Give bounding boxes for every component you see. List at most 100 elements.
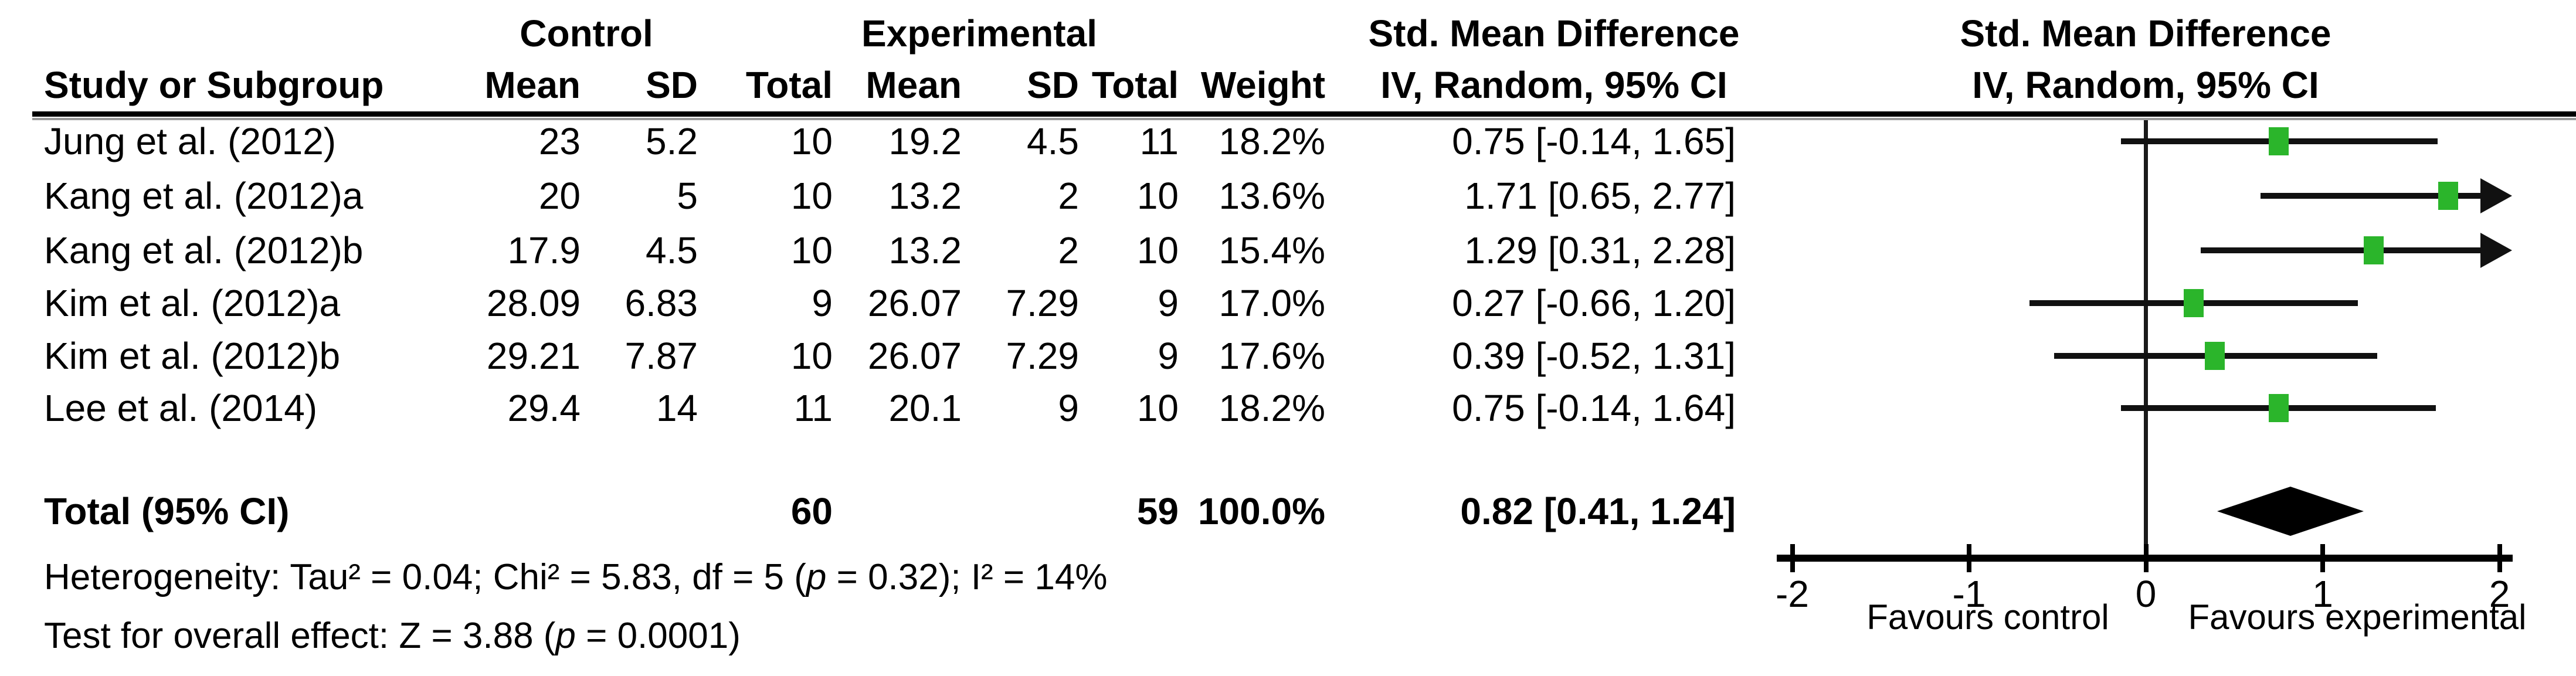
row-3-total_e: 9 xyxy=(1158,282,1179,324)
row-1-total_e: 10 xyxy=(1136,175,1179,217)
header-rule-shadow xyxy=(32,118,2576,120)
row-0-sd_c: 5.2 xyxy=(646,120,698,162)
row-3-mean_e: 26.07 xyxy=(867,282,962,324)
tick-mark xyxy=(2320,544,2325,572)
row-5-sd_c: 14 xyxy=(656,387,698,429)
row-4-sd_e: 7.29 xyxy=(1006,335,1079,377)
group-header-smd-right: Std. Mean Difference xyxy=(1960,12,2331,55)
row-0-total_e: 11 xyxy=(1139,120,1179,162)
total-row-total-control: 60 xyxy=(790,490,833,532)
tick-mark xyxy=(2497,544,2502,572)
row-1-weight: 13.6% xyxy=(1219,175,1325,217)
row-2-total_e: 10 xyxy=(1136,229,1179,271)
row-4-study: Kim et al. (2012)b xyxy=(44,335,341,377)
row-0-total_c: 10 xyxy=(790,120,833,162)
row-2-sd_e: 2 xyxy=(1058,229,1079,271)
total-row-weight: 100.0% xyxy=(1197,490,1325,532)
row-4-mean_c: 29.21 xyxy=(486,335,581,377)
row-1-sd_c: 5 xyxy=(677,175,698,217)
group-header-smd-left: Std. Mean Difference xyxy=(1368,12,1740,55)
row-5-study: Lee et al. (2014) xyxy=(44,387,318,429)
row-1-mean_c: 20 xyxy=(538,175,581,217)
tick-mark xyxy=(1790,544,1795,572)
row-1-mean_e: 13.2 xyxy=(888,175,962,217)
ci-line xyxy=(2261,193,2482,199)
row-3-study: Kim et al. (2012)a xyxy=(44,282,341,324)
tick-mark xyxy=(2143,544,2149,572)
effect-square xyxy=(2438,182,2459,210)
row-3-mean_c: 28.09 xyxy=(486,282,581,324)
row-0-sd_e: 4.5 xyxy=(1027,120,1079,162)
row-5-total_e: 10 xyxy=(1136,387,1179,429)
overall-effect-text-pre: Test for overall effect: Z = 3.88 ( xyxy=(44,616,556,656)
effect-square xyxy=(2268,127,2289,155)
ci-line xyxy=(2200,247,2482,253)
col-header-mean-experimental: Mean xyxy=(866,64,962,106)
zero-effect-line xyxy=(2144,120,2148,562)
row-5-mean_e: 20.1 xyxy=(888,387,962,429)
effect-square xyxy=(2268,394,2289,422)
group-header-experimental: Experimental xyxy=(861,12,1097,55)
row-2-mean_c: 17.9 xyxy=(507,229,581,271)
heterogeneity-text-pre: Heterogeneity: Tau² = 0.04; Chi² = 5.83,… xyxy=(44,557,806,597)
row-5-sd_e: 9 xyxy=(1058,387,1079,429)
row-2-study: Kang et al. (2012)b xyxy=(44,229,364,271)
row-0-mean_e: 19.2 xyxy=(888,120,962,162)
row-0-ci: 0.75 [-0.14, 1.65] xyxy=(1452,120,1736,162)
total-row-label: Total (95% CI) xyxy=(44,490,290,532)
favours-experimental-label: Favours experimental xyxy=(2188,597,2527,637)
row-0-mean_c: 23 xyxy=(538,120,581,162)
overall-effect-line: Test for overall effect: Z = 3.88 (p = 0… xyxy=(44,617,741,655)
heterogeneity-p-symbol: p xyxy=(806,557,827,597)
tick-label: 2 xyxy=(2489,573,2510,615)
col-header-total-experimental: Total xyxy=(1091,64,1179,106)
col-header-weight: Weight xyxy=(1200,64,1325,106)
group-header-control: Control xyxy=(520,12,653,55)
col-header-sd-experimental: SD xyxy=(1027,64,1079,106)
row-2-weight: 15.4% xyxy=(1219,229,1325,271)
row-1-sd_e: 2 xyxy=(1058,175,1079,217)
header-rule xyxy=(32,111,2576,117)
ci-arrow-right-icon xyxy=(2480,233,2512,268)
row-4-mean_e: 26.07 xyxy=(867,335,962,377)
favours-control-label: Favours control xyxy=(1866,597,2109,637)
row-1-study: Kang et al. (2012)a xyxy=(44,175,364,217)
total-row-ci: 0.82 [0.41, 1.24] xyxy=(1460,490,1736,532)
row-4-total_c: 10 xyxy=(790,335,833,377)
row-5-weight: 18.2% xyxy=(1219,387,1325,429)
row-3-sd_c: 6.83 xyxy=(625,282,698,324)
ci-arrow-right-icon xyxy=(2480,178,2512,213)
row-2-total_c: 10 xyxy=(790,229,833,271)
heterogeneity-line: Heterogeneity: Tau² = 0.04; Chi² = 5.83,… xyxy=(44,559,1107,596)
row-5-total_c: 11 xyxy=(793,387,833,429)
effect-square xyxy=(2364,236,2384,264)
row-3-sd_e: 7.29 xyxy=(1006,282,1079,324)
total-row-total-experimental: 59 xyxy=(1136,490,1179,532)
row-2-sd_c: 4.5 xyxy=(646,229,698,271)
row-0-study: Jung et al. (2012) xyxy=(44,120,337,162)
effect-square xyxy=(2183,289,2204,317)
row-4-sd_c: 7.87 xyxy=(625,335,698,377)
effect-square xyxy=(2205,342,2225,370)
tick-label: 0 xyxy=(2135,573,2157,615)
row-5-mean_c: 29.4 xyxy=(507,387,581,429)
row-1-ci: 1.71 [0.65, 2.77] xyxy=(1464,175,1736,217)
overall-effect-p-symbol: p xyxy=(555,616,576,656)
row-3-weight: 17.0% xyxy=(1219,282,1325,324)
row-3-ci: 0.27 [-0.66, 1.20] xyxy=(1452,282,1736,324)
col-header-mean-control: Mean xyxy=(484,64,581,106)
row-5-ci: 0.75 [-0.14, 1.64] xyxy=(1452,387,1736,429)
row-1-total_c: 10 xyxy=(790,175,833,217)
summary-diamond xyxy=(2217,487,2364,536)
row-4-ci: 0.39 [-0.52, 1.31] xyxy=(1452,335,1736,377)
row-3-total_c: 9 xyxy=(812,282,833,324)
row-0-weight: 18.2% xyxy=(1219,120,1325,162)
row-4-weight: 17.6% xyxy=(1219,335,1325,377)
row-4-total_e: 9 xyxy=(1158,335,1179,377)
col-header-sd-control: SD xyxy=(646,64,698,106)
row-2-mean_e: 13.2 xyxy=(888,229,962,271)
overall-effect-text-post: = 0.0001) xyxy=(575,616,741,656)
heterogeneity-text-post: = 0.32); I² = 14% xyxy=(826,557,1108,597)
col-header-iv-left: IV, Random, 95% CI xyxy=(1380,64,1727,106)
